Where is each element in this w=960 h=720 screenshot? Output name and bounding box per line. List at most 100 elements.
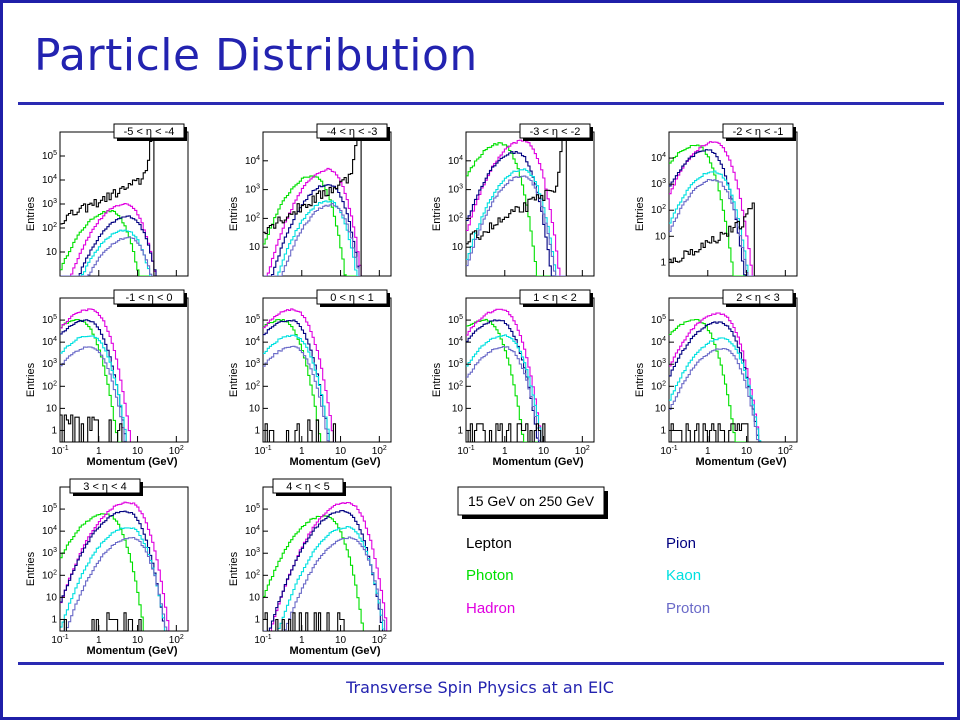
x-axis-label: Momentum (GeV) [695, 456, 786, 468]
label-box [113, 289, 185, 305]
y-tick-label: 105 [651, 314, 666, 326]
y-axis-label: Entries [634, 196, 646, 231]
y-tick-label: 10 [655, 231, 667, 242]
eta-range-label: 0 < η < 1 [330, 292, 373, 304]
y-tick-label: 1 [457, 425, 463, 436]
y-tick-label: 10 [249, 592, 261, 603]
info-text: 15 GeV on 250 GeV [468, 493, 595, 509]
label-box [519, 289, 591, 305]
label-box [113, 123, 185, 139]
series-lepton [669, 423, 797, 442]
y-axis-label: Entries [634, 362, 646, 397]
eta-range-label: -2 < η < -1 [733, 126, 784, 138]
y-axis-label: Entries [431, 196, 443, 231]
x-tick-label: 102 [169, 445, 184, 457]
slide-footer: Transverse Spin Physics at an EIC [346, 678, 614, 697]
x-axis-label: Momentum (GeV) [86, 645, 177, 657]
x-tick-label: 10 [741, 446, 753, 457]
series-proton [669, 178, 797, 276]
y-tick-label: 104 [245, 336, 260, 348]
series-hadron [263, 167, 391, 276]
eta-range-label: -1 < η < 0 [125, 292, 172, 304]
y-tick-label: 102 [42, 222, 57, 234]
y-tick-label: 10 [249, 403, 261, 414]
y-tick-label: 104 [651, 336, 666, 348]
series-hadron [669, 141, 797, 276]
series-pion [263, 510, 391, 631]
y-tick-label: 104 [42, 336, 57, 348]
series-photon [669, 318, 797, 442]
y-tick-label: 104 [42, 525, 57, 537]
series-kaon [263, 200, 391, 276]
y-axis-label: Entries [25, 362, 37, 397]
y-tick-label: 1 [660, 425, 666, 436]
y-tick-label: 104 [245, 525, 260, 537]
label-box [69, 478, 141, 494]
y-tick-label: 103 [651, 358, 666, 370]
beam-info: 15 GeV on 250 GeV [457, 486, 608, 519]
x-tick-label: 1 [705, 446, 711, 457]
label-box [722, 123, 794, 139]
series-proton [263, 536, 391, 631]
y-tick-label: 104 [245, 155, 260, 167]
series-lepton [263, 612, 391, 631]
y-tick-label: 10 [655, 403, 667, 414]
series-hadron [466, 139, 594, 276]
title-rule [18, 102, 944, 105]
panel-2: 10 102 103 104 Entries -4 < η < -3 [228, 123, 392, 277]
eta-range-label: 2 < η < 3 [736, 292, 779, 304]
y-tick-label: 10 [46, 247, 58, 258]
label-box [722, 289, 794, 305]
legend-kaon: Kaon [666, 567, 701, 584]
y-tick-label: 102 [245, 569, 260, 581]
x-axis-label: Momentum (GeV) [492, 456, 583, 468]
y-tick-label: 10 [452, 242, 464, 253]
y-tick-label: 105 [42, 314, 57, 326]
y-tick-label: 105 [42, 150, 57, 162]
x-tick-label: 10-1 [254, 634, 271, 646]
x-tick-label: 1 [502, 446, 508, 457]
series-proton [60, 346, 188, 442]
y-tick-label: 102 [448, 212, 463, 224]
series-hadron [263, 308, 391, 442]
y-tick-label: 103 [651, 178, 666, 190]
legend-pion: Pion [666, 535, 696, 552]
x-axis-label: Momentum (GeV) [289, 645, 380, 657]
eta-range-label: -4 < η < -3 [327, 126, 378, 138]
y-tick-label: 102 [245, 212, 260, 224]
panel-3: 10 102 103 104 Entries -3 < η < -2 [431, 123, 595, 277]
label-box [519, 123, 591, 139]
series-lepton [466, 423, 594, 442]
series-proton [60, 236, 188, 276]
series-proton [60, 536, 188, 631]
eta-range-label: -5 < η < -4 [124, 126, 175, 138]
series-lepton [60, 132, 188, 276]
eta-range-label: 4 < η < 5 [286, 481, 329, 493]
y-tick-label: 105 [42, 503, 57, 515]
legend-hadron: Hadron [466, 600, 515, 617]
series-proton [466, 175, 594, 276]
plot-frame [465, 131, 595, 277]
y-axis-label: Entries [228, 196, 240, 231]
series-kaon [263, 525, 391, 631]
x-tick-label: 10 [335, 635, 347, 646]
series-kaon [466, 168, 594, 276]
y-tick-label: 10 [452, 403, 464, 414]
y-tick-label: 1 [51, 614, 57, 625]
info-box [457, 486, 605, 516]
y-tick-label: 10 [249, 242, 261, 253]
series-photon [466, 142, 594, 276]
y-tick-label: 103 [42, 547, 57, 559]
y-tick-label: 104 [42, 174, 57, 186]
series-photon [466, 318, 594, 442]
series-kaon [60, 335, 188, 442]
series-lepton [263, 132, 391, 276]
y-tick-label: 10 [46, 403, 58, 414]
x-tick-label: 1 [299, 446, 305, 457]
legend-lepton: Lepton [466, 535, 512, 552]
